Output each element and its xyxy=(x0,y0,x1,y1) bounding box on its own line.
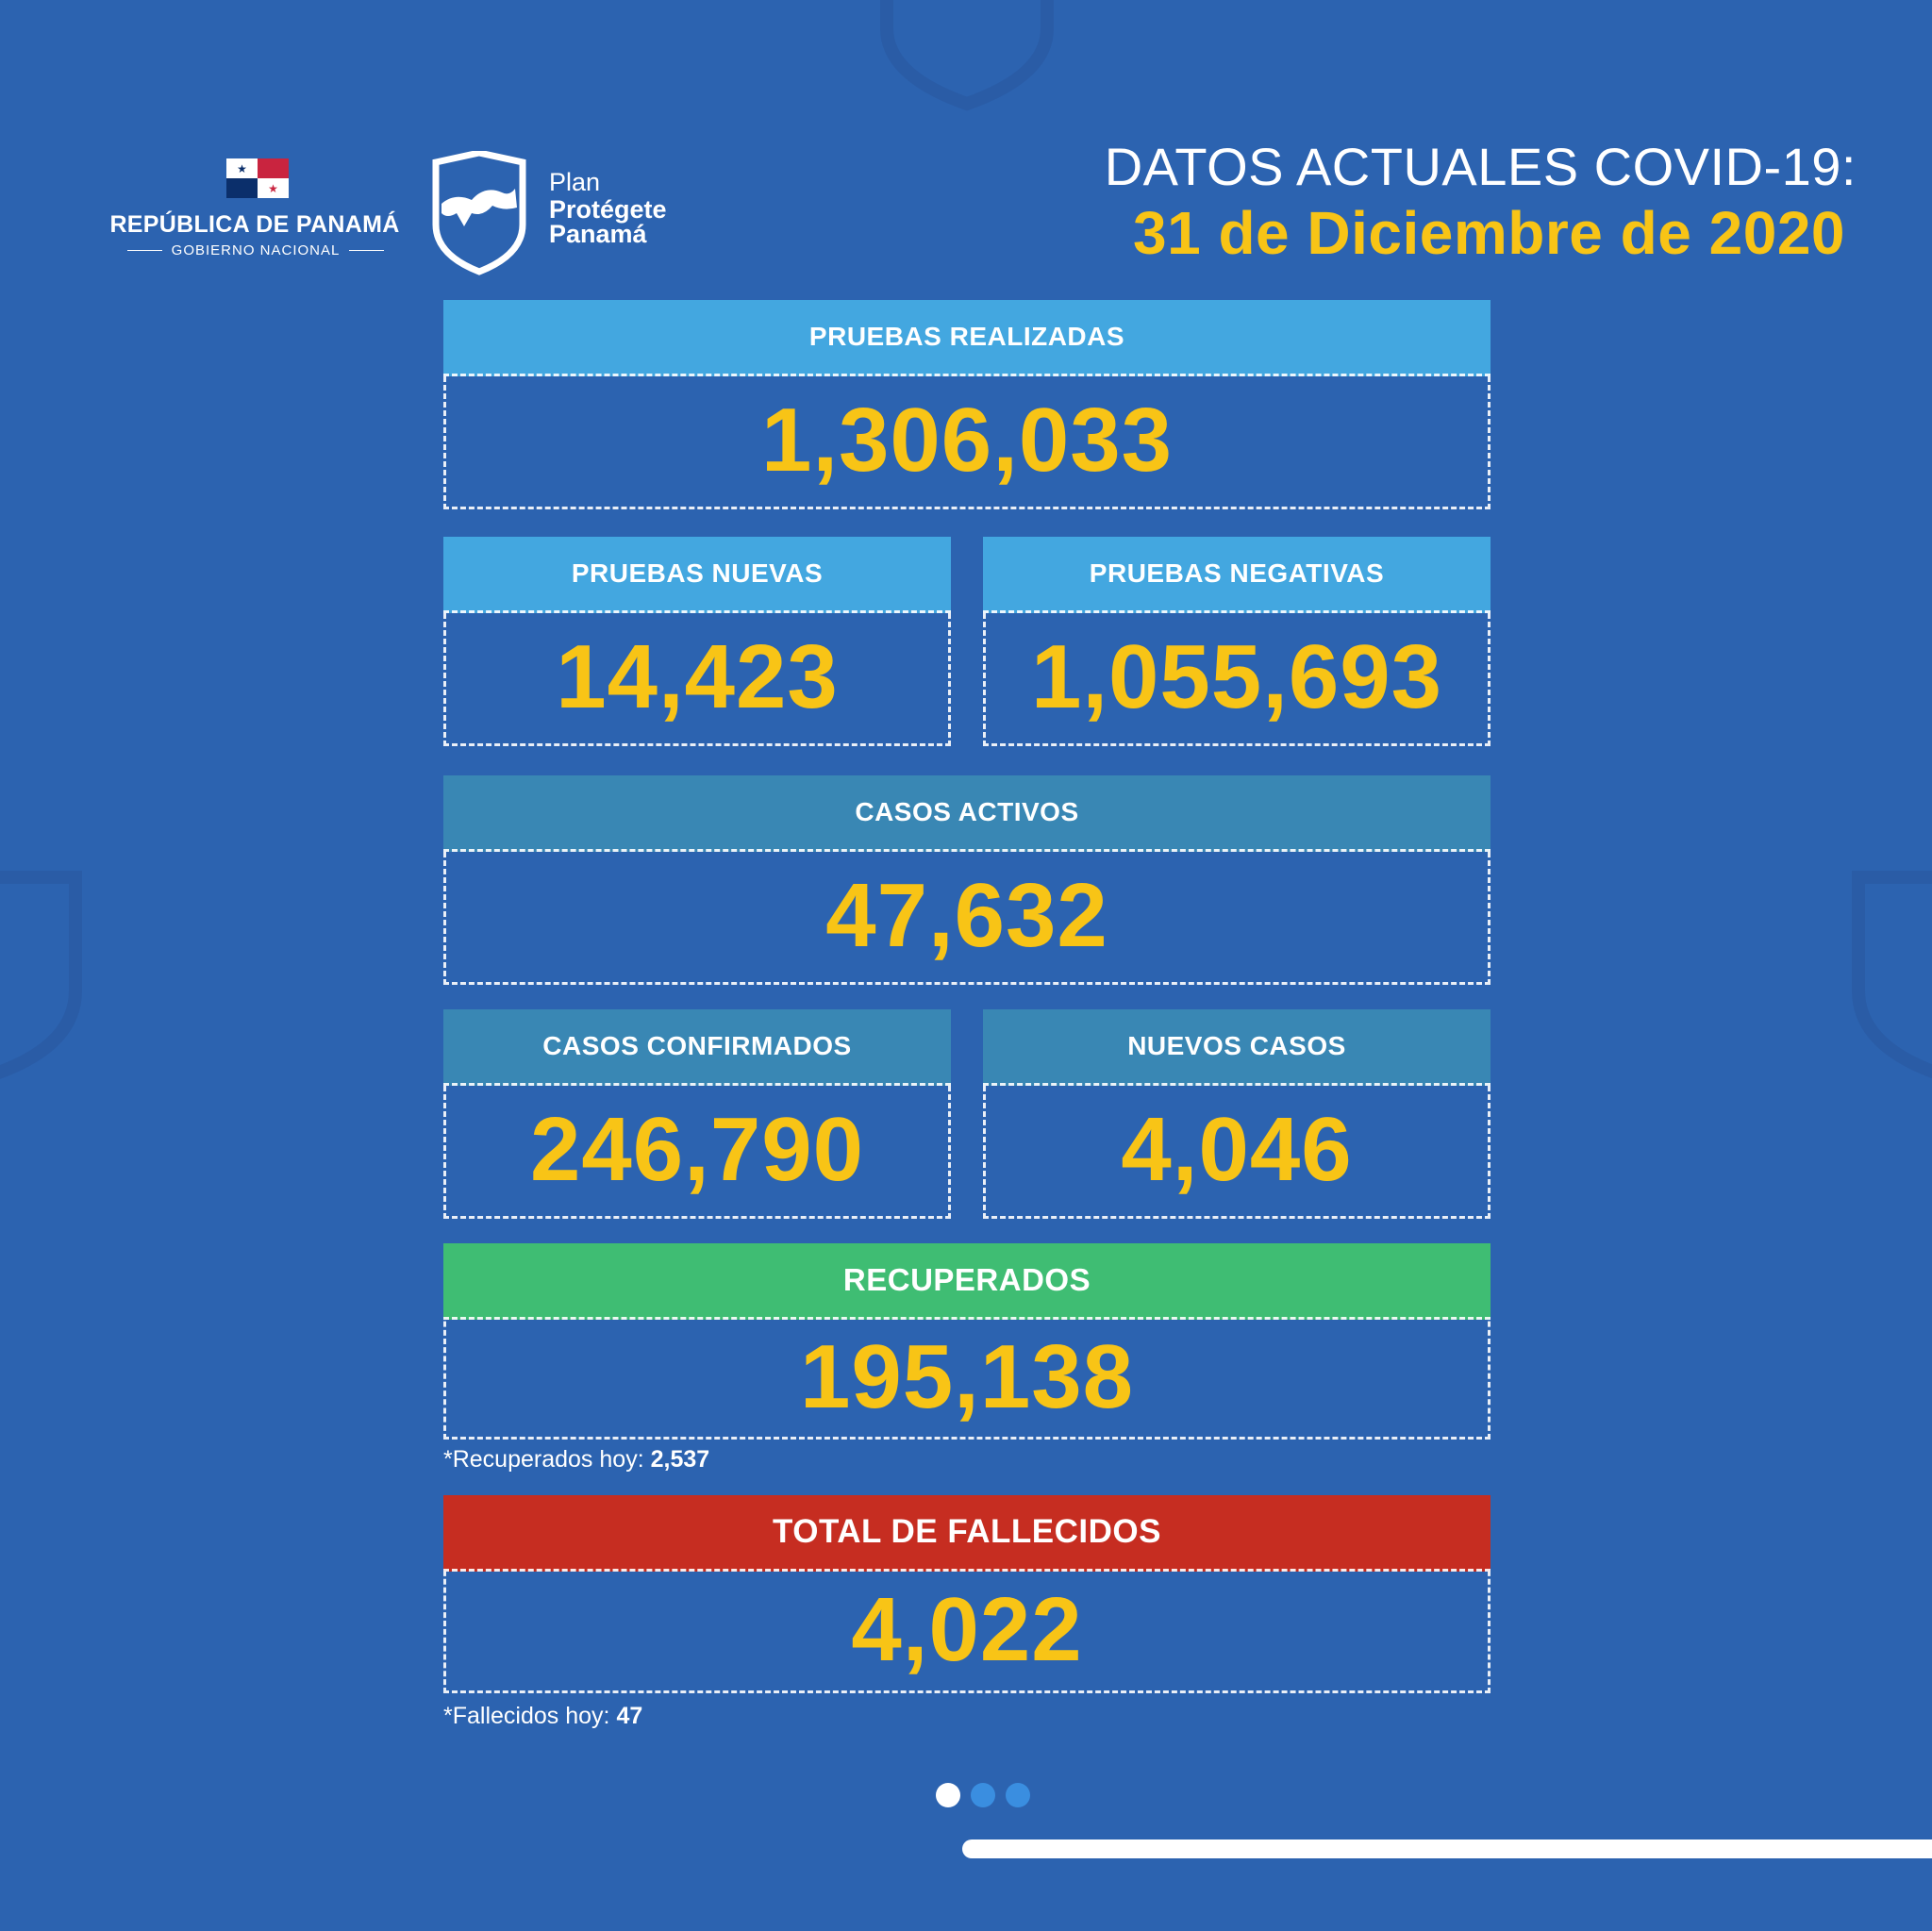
shield-watermark-top-icon xyxy=(880,0,1054,111)
card-label: CASOS CONFIRMADOS xyxy=(443,1009,951,1086)
fallecidos-hoy-note: *Fallecidos hoy: 47 xyxy=(443,1703,642,1730)
shield-watermark-right-icon xyxy=(1852,871,1932,1079)
card-pruebas-nuevas: PRUEBAS NUEVAS 14,423 xyxy=(443,537,951,746)
card-label: PRUEBAS NEGATIVAS xyxy=(983,537,1491,613)
card-value: 47,632 xyxy=(825,864,1108,966)
fallecidos-hoy-value: 47 xyxy=(616,1703,643,1729)
pagination-dot-2[interactable] xyxy=(971,1783,995,1807)
svg-text:★: ★ xyxy=(268,182,278,195)
card-value: 4,046 xyxy=(1121,1098,1353,1200)
card-nuevos-casos: NUEVOS CASOS 4,046 xyxy=(983,1009,1491,1219)
progress-bar xyxy=(962,1839,1932,1858)
shield-watermark-left-icon xyxy=(0,871,82,1079)
card-casos-activos: CASOS ACTIVOS 47,632 xyxy=(443,775,1491,985)
country-name: REPÚBLICA DE PANAMÁ xyxy=(109,211,400,238)
fallecidos-hoy-label: *Fallecidos hoy: xyxy=(443,1703,610,1729)
card-casos-confirmados: CASOS CONFIRMADOS 246,790 xyxy=(443,1009,951,1219)
card-label: PRUEBAS NUEVAS xyxy=(443,537,951,613)
svg-text:★: ★ xyxy=(237,162,247,175)
card-fallecidos: TOTAL DE FALLECIDOS 4,022 xyxy=(443,1495,1491,1693)
pagination-dot-3[interactable] xyxy=(1006,1783,1030,1807)
card-value: 4,022 xyxy=(851,1578,1083,1680)
card-value: 246,790 xyxy=(529,1098,864,1200)
plan-logo-line2: Protégete xyxy=(549,195,667,224)
card-label: TOTAL DE FALLECIDOS xyxy=(443,1495,1491,1572)
card-pruebas-realizadas: PRUEBAS REALIZADAS 1,306,033 xyxy=(443,300,1491,509)
card-label: CASOS ACTIVOS xyxy=(443,775,1491,852)
card-recuperados: RECUPERADOS 195,138 xyxy=(443,1243,1491,1440)
card-label: PRUEBAS REALIZADAS xyxy=(443,300,1491,376)
card-label: RECUPERADOS xyxy=(443,1243,1491,1320)
plan-logo-line1: Plan xyxy=(549,168,601,196)
card-value: 14,423 xyxy=(556,625,839,727)
plan-shield-logo-icon xyxy=(432,151,526,275)
pagination-dot-1[interactable] xyxy=(936,1783,960,1807)
recuperados-hoy-label: *Recuperados hoy: xyxy=(443,1446,644,1473)
government-subtitle-text: GOBIERNO NACIONAL xyxy=(171,242,341,258)
plan-logo-line3: Panamá xyxy=(549,220,647,248)
card-label: NUEVOS CASOS xyxy=(983,1009,1491,1086)
recuperados-hoy-note: *Recuperados hoy: 2,537 xyxy=(443,1446,709,1473)
card-value: 1,306,033 xyxy=(760,389,1174,491)
panama-flag-icon: ★ ★ xyxy=(226,158,289,198)
government-subtitle: GOBIERNO NACIONAL xyxy=(127,242,385,258)
card-value: 195,138 xyxy=(799,1325,1134,1427)
recuperados-hoy-value: 2,537 xyxy=(650,1446,710,1473)
page-title: DATOS ACTUALES COVID-19: xyxy=(1104,137,1857,196)
card-pruebas-negativas: PRUEBAS NEGATIVAS 1,055,693 xyxy=(983,537,1491,746)
report-date: 31 de Diciembre de 2020 xyxy=(1132,199,1845,267)
card-value: 1,055,693 xyxy=(1030,625,1443,727)
